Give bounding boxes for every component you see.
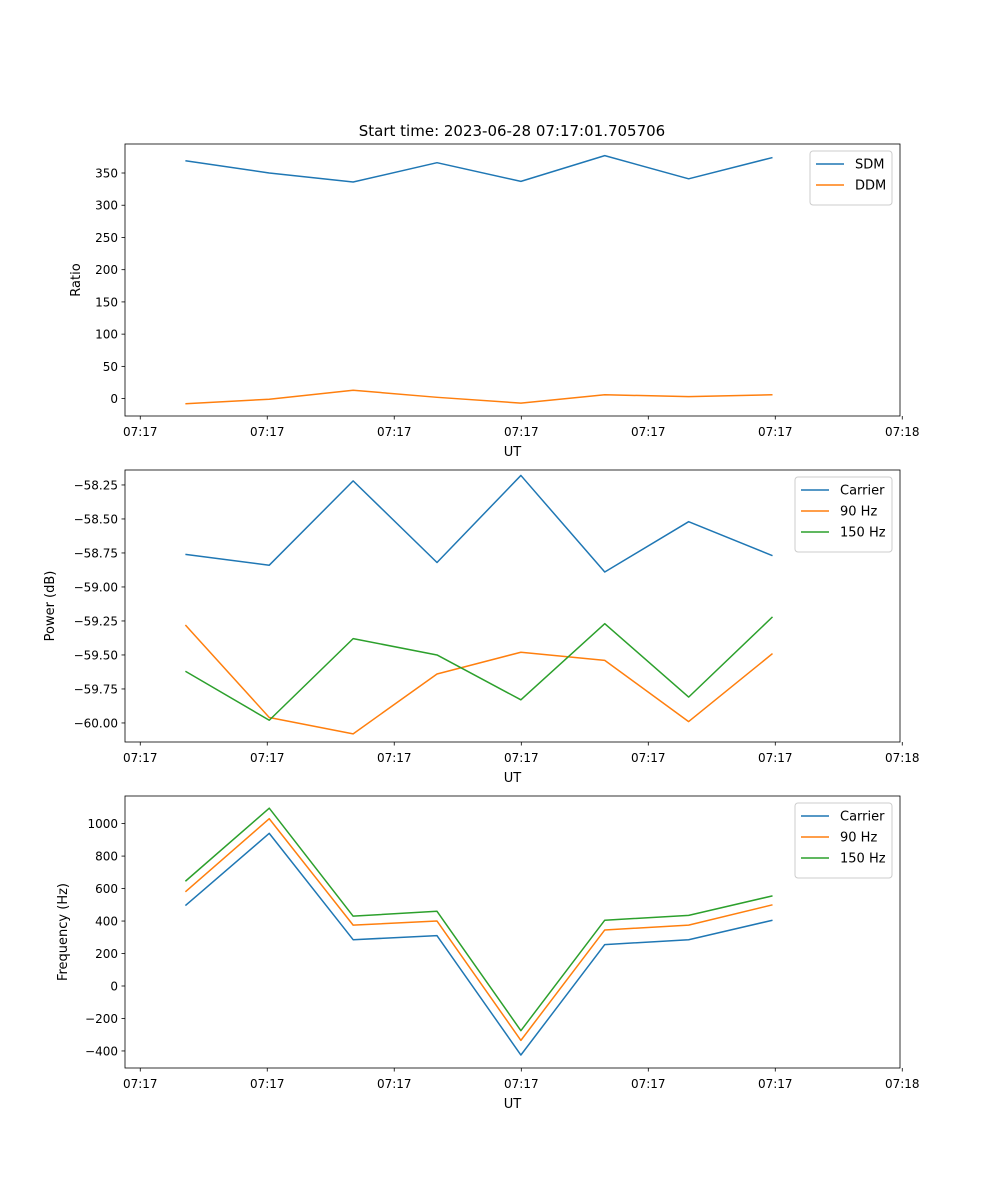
ratio-xtick-label: 07:17 bbox=[250, 425, 285, 439]
ratio-xtick-label: 07:17 bbox=[504, 425, 539, 439]
ratio-panel: 0 50 100 150 200 250 300 350 07:17 07:17 07:17 07:1… bbox=[69, 143, 920, 460]
power-series-line-0 bbox=[185, 474, 773, 573]
ratio-series-line-0 bbox=[185, 154, 773, 183]
ratio-xtick-label: 07:17 bbox=[758, 425, 793, 439]
power-xtick-label: 07:17 bbox=[758, 751, 793, 765]
power-axes-frame bbox=[124, 469, 901, 743]
power-ytick-label: −59.75 bbox=[74, 682, 118, 696]
frequency-ytick-label: 1000 bbox=[87, 817, 118, 831]
power-legend-box bbox=[794, 476, 893, 553]
frequency-ytick-label: −400 bbox=[85, 1044, 118, 1058]
frequency-ytick-label: 200 bbox=[95, 947, 118, 961]
frequency-xtick-label: 07:17 bbox=[758, 1077, 793, 1091]
frequency-series-line-0 bbox=[184, 832, 773, 1056]
power-xlabel: UT bbox=[504, 771, 522, 786]
frequency-ytick-label: −200 bbox=[85, 1012, 118, 1026]
power-xtick-label: 07:17 bbox=[250, 751, 285, 765]
frequency-xtick-label: 07:17 bbox=[631, 1077, 666, 1091]
power-series-line-2 bbox=[185, 616, 774, 721]
ratio-legend-label: SDM bbox=[855, 158, 884, 173]
power-xtick-label: 07:17 bbox=[504, 751, 539, 765]
frequency-ytick-label: 800 bbox=[95, 850, 118, 864]
ratio-xtick-label: 07:17 bbox=[377, 425, 412, 439]
power-ytick-label: −59.25 bbox=[74, 614, 118, 628]
ratio-ytick-label: 250 bbox=[95, 231, 118, 245]
frequency-series-line-1 bbox=[184, 817, 773, 1042]
frequency-xtick-label: 07:18 bbox=[885, 1077, 920, 1091]
frequency-ylabel: Frequency (Hz) bbox=[56, 883, 71, 981]
frequency-ytick-label: 400 bbox=[95, 915, 118, 929]
power-xtick-label: 07:17 bbox=[377, 751, 412, 765]
frequency-legend-label: 150 Hz bbox=[840, 852, 886, 867]
ratio-series-line-1 bbox=[185, 389, 773, 405]
ratio-ytick-label: 200 bbox=[95, 263, 118, 277]
power-legend-label: 90 Hz bbox=[840, 505, 877, 520]
power-ytick-label: −58.25 bbox=[74, 478, 118, 492]
ratio-xtick-label: 07:18 bbox=[885, 425, 920, 439]
frequency-xtick-label: 07:17 bbox=[123, 1077, 158, 1091]
frequency-xlabel: UT bbox=[504, 1097, 522, 1112]
ratio-axes-frame bbox=[124, 143, 901, 417]
power-xtick-label: 07:17 bbox=[123, 751, 158, 765]
ratio-ytick-label: 150 bbox=[95, 295, 118, 309]
frequency-ytick-label: 0 bbox=[110, 979, 118, 993]
power-xtick-label: 07:17 bbox=[631, 751, 666, 765]
power-ytick-label: −60.00 bbox=[74, 716, 118, 730]
power-series-line-1 bbox=[184, 624, 773, 735]
frequency-axes-frame bbox=[124, 795, 901, 1069]
ratio-ytick-label: 300 bbox=[95, 199, 118, 213]
frequency-xtick-label: 07:17 bbox=[504, 1077, 539, 1091]
frequency-ytick-label: 600 bbox=[95, 882, 118, 896]
ratio-ytick-label: 350 bbox=[95, 167, 118, 181]
ratio-ylabel: Ratio bbox=[69, 263, 84, 296]
power-xtick-label: 07:18 bbox=[885, 751, 920, 765]
frequency-series-line-2 bbox=[184, 807, 773, 1032]
power-panel: −60.00 −59.75 −59.50 −59.25 −59.00 −58.75 −58.… bbox=[43, 469, 920, 786]
power-ylabel: Power (dB) bbox=[43, 571, 58, 642]
power-ytick-label: −59.00 bbox=[74, 580, 118, 594]
ratio-ytick-label: 50 bbox=[103, 360, 118, 374]
ratio-ytick-label: 100 bbox=[95, 328, 118, 342]
power-ytick-label: −58.75 bbox=[74, 546, 118, 560]
frequency-legend-box bbox=[794, 802, 893, 879]
frequency-legend-label: Carrier bbox=[840, 810, 885, 825]
power-legend-label: 150 Hz bbox=[840, 526, 886, 541]
ratio-ytick-label: 0 bbox=[110, 392, 118, 406]
ratio-xtick-label: 07:17 bbox=[123, 425, 158, 439]
frequency-xtick-label: 07:17 bbox=[250, 1077, 285, 1091]
power-ytick-label: −58.50 bbox=[74, 512, 118, 526]
frequency-xtick-label: 07:17 bbox=[377, 1077, 412, 1091]
figure-title: Start time: 2023-06-28 07:17:01.705706 bbox=[359, 122, 665, 140]
ratio-xtick-label: 07:17 bbox=[631, 425, 666, 439]
power-legend-label: Carrier bbox=[840, 484, 885, 499]
power-ytick-label: −59.50 bbox=[74, 648, 118, 662]
frequency-legend-label: 90 Hz bbox=[840, 831, 877, 846]
ratio-xlabel: UT bbox=[504, 445, 522, 460]
ratio-legend-label: DDM bbox=[855, 179, 886, 194]
frequency-panel: −400 −200 0 200 400 600 800 1000 07:17 07:17 07:17… bbox=[56, 795, 920, 1112]
